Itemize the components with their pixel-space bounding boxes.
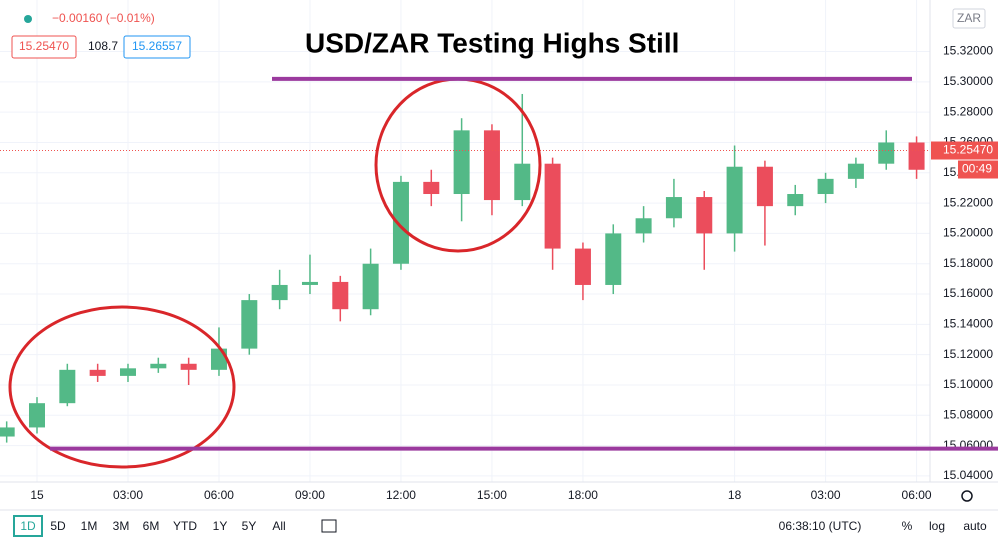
candle-body <box>89 369 106 376</box>
range-button[interactable]: 3M <box>113 519 130 533</box>
y-tick-label: 15.32000 <box>943 44 993 58</box>
ask-box[interactable] <box>123 35 191 59</box>
clock: 06:38:10 (UTC) <box>779 519 862 533</box>
auto-toggle[interactable]: auto <box>963 519 987 533</box>
candle-body <box>271 284 288 301</box>
candle-body <box>574 248 591 285</box>
y-tick-label: 15.22000 <box>943 195 993 209</box>
candle-body <box>756 166 773 207</box>
percent-toggle[interactable]: % <box>902 519 913 533</box>
candle-body <box>696 197 713 234</box>
y-tick-label: 15.12000 <box>943 347 993 361</box>
range-button[interactable]: 1M <box>81 519 98 533</box>
chart-title: USD/ZAR Testing Highs Still <box>305 27 679 58</box>
x-tick-label: 03:00 <box>811 488 841 502</box>
last-price-box <box>931 141 998 160</box>
candle-body <box>514 163 531 201</box>
range-button[interactable]: 5D <box>50 519 66 533</box>
bid[interactable]: 15.25470 <box>19 39 69 53</box>
x-tick-label: 06:00 <box>902 488 932 502</box>
candle-body <box>878 142 895 164</box>
currency[interactable]: ZAR <box>957 11 981 25</box>
candle-body <box>362 263 379 310</box>
x-tick-label: 15 <box>30 488 44 502</box>
range-button[interactable]: 6M <box>143 519 160 533</box>
candle-body <box>817 178 834 195</box>
y-tick-label: 15.16000 <box>943 286 993 300</box>
y-tick-label: 15.28000 <box>943 104 993 118</box>
candle-body <box>210 348 227 370</box>
candle-body <box>59 369 76 404</box>
candles <box>0 93 925 443</box>
candle-body <box>453 130 470 195</box>
y-tick-label: 15.20000 <box>943 226 993 240</box>
candle-body <box>908 142 925 170</box>
x-tick-label: 18:00 <box>568 488 598 502</box>
candle-body <box>787 194 804 207</box>
range-button[interactable]: All <box>272 519 285 533</box>
x-tick-label: 18 <box>728 488 742 502</box>
change: −0.00160 (−0.01%) <box>52 11 155 25</box>
candle-body <box>423 181 440 195</box>
candle-body <box>726 166 743 234</box>
y-tick-label: 15.10000 <box>943 377 993 391</box>
y-tick-label: 15.30000 <box>943 74 993 88</box>
bid-box[interactable] <box>11 35 77 59</box>
countdown-box <box>958 160 998 179</box>
ask[interactable]: 15.26557 <box>132 39 182 53</box>
calendar-icon[interactable] <box>321 519 337 533</box>
candle-body <box>180 363 197 370</box>
log-toggle[interactable]: log <box>929 519 945 533</box>
range-button[interactable]: 1D <box>20 519 36 533</box>
candle-body <box>635 218 652 234</box>
status-dot <box>24 15 32 23</box>
candle-body <box>150 363 167 369</box>
x-tick-label: 15:00 <box>477 488 507 502</box>
range-button[interactable]: 5Y <box>242 519 257 533</box>
annotation-ellipse <box>8 305 236 469</box>
range-button[interactable]: YTD <box>173 519 197 533</box>
candle-body <box>241 300 258 349</box>
candle-body <box>665 197 682 219</box>
settings-icon[interactable] <box>961 490 973 502</box>
candle-body <box>544 163 561 249</box>
spread: 108.7 <box>88 39 118 53</box>
candle-body <box>483 130 500 201</box>
y-tick-label: 15.18000 <box>943 256 993 270</box>
y-tick-label: 15.04000 <box>943 468 993 482</box>
grid <box>0 0 930 482</box>
x-tick-label: 09:00 <box>295 488 325 502</box>
candle-body <box>29 403 45 428</box>
range-button[interactable]: 1Y <box>213 519 228 533</box>
range-selected[interactable] <box>13 515 43 537</box>
candle-body <box>332 281 349 310</box>
countdown: 00:49 <box>962 162 992 176</box>
y-tick-label: 15.14000 <box>943 317 993 331</box>
candle-body <box>847 163 864 179</box>
candle-body <box>0 427 15 437</box>
candle-body <box>119 368 136 376</box>
x-tick-label: 12:00 <box>386 488 416 502</box>
last-price-label: 15.25470 <box>943 143 993 157</box>
currency-box[interactable] <box>952 8 986 29</box>
candle-body <box>605 233 622 285</box>
x-tick-label: 03:00 <box>113 488 143 502</box>
y-tick-label: 15.08000 <box>943 407 993 421</box>
candle-body <box>392 181 409 264</box>
candle-body <box>301 281 318 285</box>
x-tick-label: 06:00 <box>204 488 234 502</box>
